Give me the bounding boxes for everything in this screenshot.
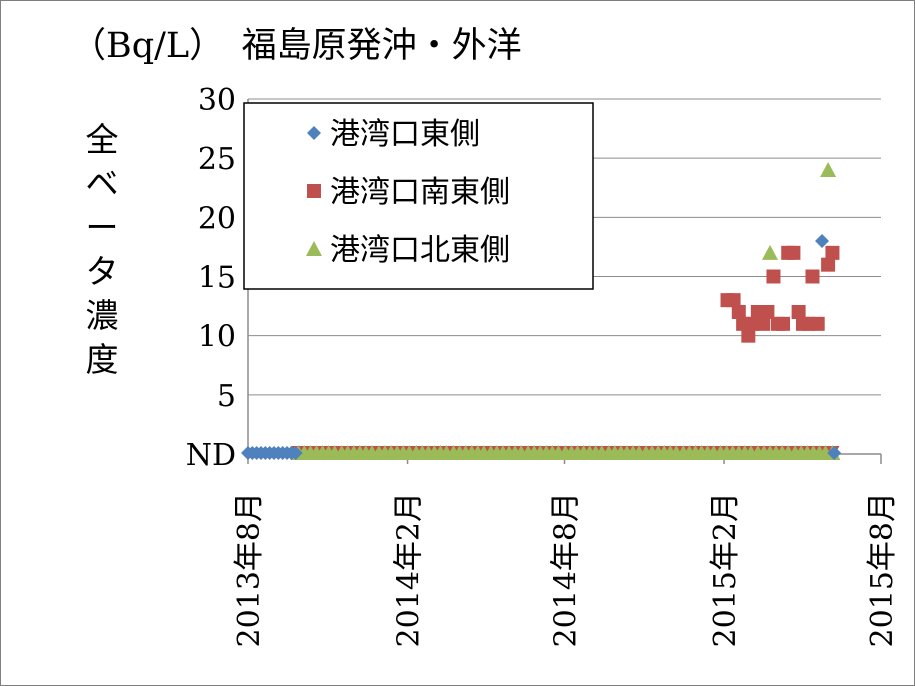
- y-tick-label: 10: [198, 320, 236, 355]
- y-label-char: タ: [86, 252, 119, 291]
- legend-marker: [307, 126, 321, 140]
- x-tick-label: 2014年2月: [392, 492, 427, 647]
- y-label-char: ー: [86, 208, 119, 247]
- data-point: [821, 257, 836, 272]
- x-tick-label: 2015年8月: [865, 492, 900, 647]
- data-point: [756, 316, 771, 331]
- legend-label: 港湾口東側: [330, 117, 480, 152]
- legend-box: [243, 102, 594, 290]
- data-point: [810, 316, 825, 331]
- y-tick-labels: ND 5 10 15 20 25 30: [186, 83, 236, 473]
- y-tick-label: 5: [217, 379, 236, 414]
- x-tick-label: 2014年8月: [549, 492, 584, 647]
- y-label-char: 度: [86, 340, 119, 379]
- y-label-char: 全: [86, 120, 119, 159]
- data-point: [815, 234, 830, 248]
- y-label-char: ベ: [86, 164, 119, 203]
- data-point: [791, 305, 806, 319]
- data-point: [741, 328, 756, 343]
- chart-title: （Bq/L） 福島原発沖・外洋: [71, 26, 522, 66]
- data-point: [827, 446, 842, 460]
- legend-label: 港湾口北東側: [330, 233, 510, 268]
- legend-marker: [307, 184, 321, 198]
- x-tick-labels: 2013年8月 2014年2月 2014年8月 2015年2月 2015年8月: [232, 492, 900, 647]
- data-point: [766, 269, 781, 284]
- y-tick-label: 25: [198, 142, 236, 177]
- data-point: [760, 305, 775, 319]
- data-point: [726, 293, 741, 308]
- x-tick-label: 2015年2月: [708, 492, 743, 647]
- data-point: [776, 316, 791, 331]
- y-tick-label: 15: [198, 261, 236, 296]
- y-label-char: 濃: [86, 296, 119, 335]
- data-point: [731, 305, 746, 319]
- data-point: [820, 162, 837, 177]
- data-point: [288, 446, 303, 460]
- y-tick-label: ND: [186, 438, 236, 473]
- data-points: [241, 162, 842, 460]
- data-point: [825, 245, 840, 260]
- data-point: [805, 269, 820, 284]
- y-tick-label: 20: [198, 201, 236, 236]
- legend-marker: [306, 241, 322, 256]
- x-tick-label: 2013年8月: [232, 492, 267, 647]
- legend-label: 港湾口南東側: [330, 175, 510, 210]
- y-tick-label: 30: [198, 83, 236, 118]
- data-point: [762, 244, 779, 260]
- data-point: [786, 245, 801, 260]
